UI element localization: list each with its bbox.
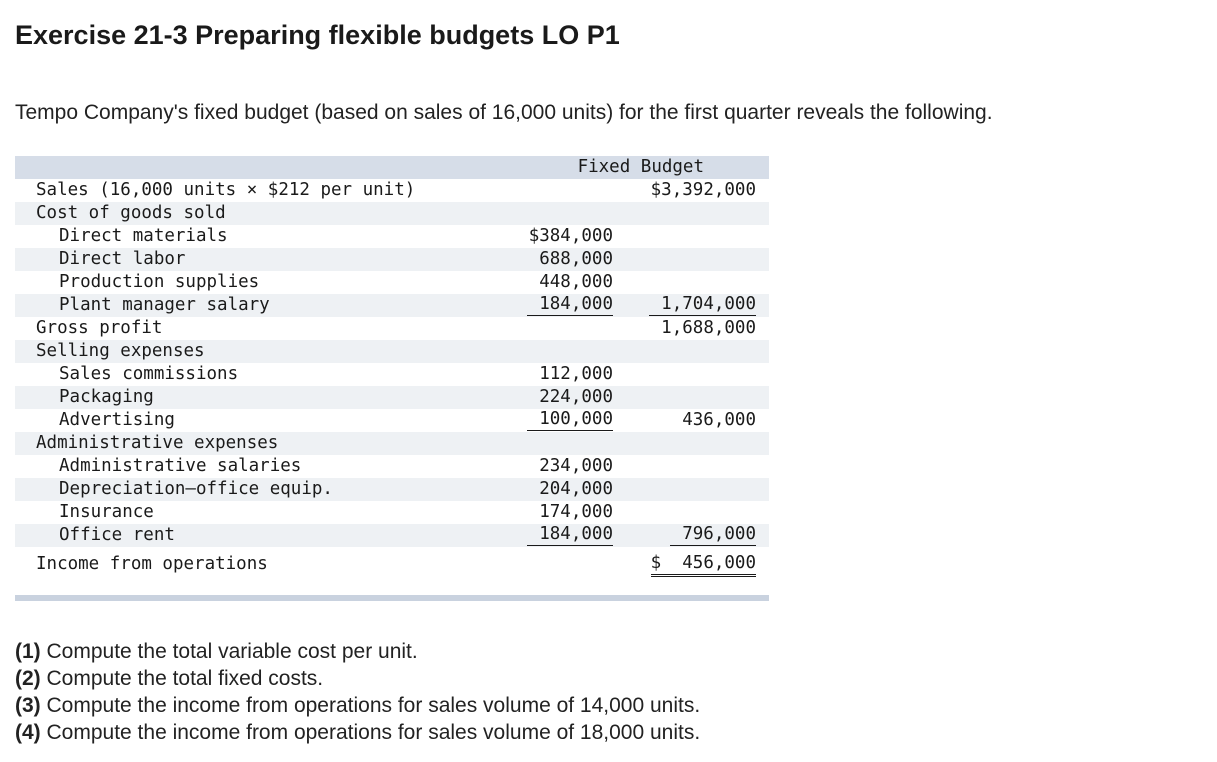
fixed-budget-table: Fixed Budget Sales (16,000 units × $212 … bbox=[15, 156, 769, 578]
detail-amount: 184,000 bbox=[527, 524, 613, 546]
detail-amount: $384,000 bbox=[528, 226, 613, 246]
row-label: Insurance bbox=[59, 502, 154, 522]
row-label: Sales (16,000 units × $212 per unit) bbox=[36, 180, 416, 200]
table-row: Income from operations $ 456,000 bbox=[15, 553, 769, 578]
detail-amount: 688,000 bbox=[539, 249, 613, 269]
question-item: (3) Compute the income from operations f… bbox=[15, 692, 700, 719]
row-label: Depreciation—office equip. bbox=[59, 479, 333, 499]
row-label: Plant manager salary bbox=[59, 295, 270, 315]
detail-amount: 234,000 bbox=[539, 456, 613, 476]
column-header-fixed-budget: Fixed Budget bbox=[577, 157, 704, 177]
question-text: Compute the total variable cost per unit… bbox=[40, 640, 418, 663]
row-label: Production supplies bbox=[59, 272, 260, 292]
table-body: Sales (16,000 units × $212 per unit) $3,3… bbox=[15, 179, 769, 578]
row-label: Office rent bbox=[59, 525, 175, 545]
row-label: Advertising bbox=[59, 410, 175, 430]
question-number: (3) bbox=[15, 694, 41, 717]
detail-amount: 184,000 bbox=[527, 294, 613, 316]
detail-amount: 174,000 bbox=[539, 502, 613, 522]
table-row: Packaging 224,000 bbox=[15, 386, 769, 409]
question-text: Compute the income from operations for s… bbox=[40, 721, 701, 744]
question-number: (2) bbox=[15, 667, 41, 690]
row-label: Administrative expenses bbox=[36, 433, 279, 453]
table-row: Depreciation—office equip. 204,000 bbox=[15, 478, 769, 501]
row-label: Income from operations bbox=[36, 554, 268, 574]
question-item: (4) Compute the income from operations f… bbox=[15, 719, 700, 746]
table-row: Direct labor 688,000 bbox=[15, 248, 769, 271]
question-number: (4) bbox=[15, 721, 41, 744]
table-row: Sales commissions 112,000 bbox=[15, 363, 769, 386]
question-item: (2) Compute the total fixed costs. bbox=[15, 665, 700, 692]
intro-text: Tempo Company's fixed budget (based on s… bbox=[15, 101, 993, 124]
total-amount: 1,704,000 bbox=[649, 294, 756, 316]
row-label: Gross profit bbox=[36, 318, 163, 338]
table-row: Selling expenses bbox=[15, 340, 769, 363]
table-row: Direct materials $384,000 bbox=[15, 225, 769, 248]
detail-amount: 112,000 bbox=[539, 364, 613, 384]
question-text: Compute the income from operations for s… bbox=[40, 694, 701, 717]
table-bottom-border bbox=[15, 595, 769, 601]
row-label: Cost of goods sold bbox=[36, 203, 226, 223]
table-row: Gross profit 1,688,000 bbox=[15, 317, 769, 340]
question-item: (1) Compute the total variable cost per … bbox=[15, 638, 700, 665]
total-amount: 1,688,000 bbox=[661, 318, 756, 338]
table-row: Advertising 100,000 436,000 bbox=[15, 409, 769, 432]
detail-amount: 224,000 bbox=[539, 387, 613, 407]
exercise-title: Exercise 21-3 Preparing flexible budgets… bbox=[15, 20, 620, 50]
table-row: Production supplies 448,000 bbox=[15, 271, 769, 294]
total-amount: $ 456,000 bbox=[650, 553, 756, 577]
table-row: Office rent 184,000 796,000 bbox=[15, 524, 769, 547]
table-row: Cost of goods sold bbox=[15, 202, 769, 225]
row-label: Administrative salaries bbox=[59, 456, 302, 476]
question-text: Compute the total fixed costs. bbox=[40, 667, 324, 690]
question-number: (1) bbox=[15, 640, 41, 663]
total-amount: 436,000 bbox=[682, 410, 756, 430]
total-amount: $3,392,000 bbox=[650, 180, 756, 200]
table-row: Plant manager salary 184,000 1,704,000 bbox=[15, 294, 769, 317]
table-row: Insurance 174,000 bbox=[15, 501, 769, 524]
row-label: Selling expenses bbox=[36, 341, 205, 361]
detail-amount: 100,000 bbox=[527, 409, 613, 431]
table-row: Administrative expenses bbox=[15, 432, 769, 455]
table-row: Sales (16,000 units × $212 per unit) $3,3… bbox=[15, 179, 769, 202]
row-label: Direct labor bbox=[59, 249, 186, 269]
row-label: Direct materials bbox=[59, 226, 228, 246]
table-row: Administrative salaries 234,000 bbox=[15, 455, 769, 478]
row-label: Sales commissions bbox=[59, 364, 239, 384]
row-label: Packaging bbox=[59, 387, 154, 407]
detail-amount: 448,000 bbox=[539, 272, 613, 292]
total-amount: 796,000 bbox=[670, 524, 756, 546]
question-list: (1) Compute the total variable cost per … bbox=[15, 638, 700, 746]
table-header-row: Fixed Budget bbox=[15, 156, 769, 179]
detail-amount: 204,000 bbox=[539, 479, 613, 499]
